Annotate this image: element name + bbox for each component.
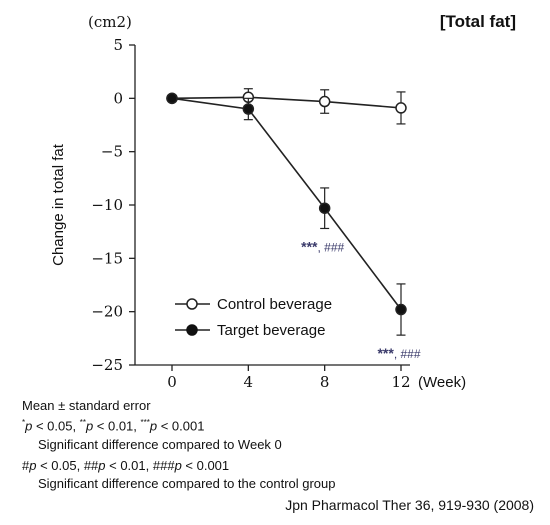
footnote-significance-control: #p < 0.05, ##p < 0.01, ###p < 0.001 (22, 458, 229, 473)
y-axis-label: Change in total fat (50, 143, 67, 266)
footnote-sym-3: *** (140, 418, 150, 427)
annotation-hashes: , ### (317, 240, 344, 254)
legend-target-marker (186, 324, 198, 336)
footnote-control-description: Significant difference compared to the c… (38, 476, 336, 491)
footnote-hash-3: ### (152, 458, 175, 473)
data-point-control (395, 102, 407, 114)
significance-annotation: ***, ### (377, 345, 420, 361)
annotation-stars: *** (301, 238, 318, 254)
series-target-line (171, 97, 402, 311)
y-tick-label: −5 (101, 143, 123, 161)
annotation-stars: *** (377, 345, 394, 361)
data-point-target (395, 303, 407, 316)
series-target (166, 92, 407, 336)
y-tick-label: −15 (91, 249, 123, 267)
y-tick-label: 0 (113, 89, 123, 107)
annotation-hashes: , ### (394, 347, 421, 361)
series-layer (166, 88, 407, 336)
footnote-sym-1: * (22, 418, 26, 427)
legend-control-label: Control beverage (217, 296, 332, 313)
legend-target-label: Target beverage (217, 322, 325, 339)
data-point-target (318, 202, 331, 214)
x-tick-label: 4 (244, 373, 254, 391)
x-tick-label: 0 (167, 373, 177, 391)
footnote-week0-text: Significant difference compared to Week … (38, 437, 282, 452)
y-tick-label: −20 (91, 303, 123, 321)
y-tick-label: −25 (91, 356, 123, 374)
footnote-threshold-1: < 0.05, (32, 418, 80, 434)
y-unit-label: (cm2) (88, 13, 132, 31)
footnote-hash-p-1: p (29, 458, 37, 473)
data-point-target (242, 103, 255, 115)
legend-control-marker (186, 298, 198, 310)
footnote-hash-2: ## (83, 458, 99, 473)
footnote-mean-se: Mean ± standard error (22, 398, 151, 413)
data-point-control (318, 95, 331, 108)
x-tick-label: 12 (391, 373, 410, 391)
series-control-line (171, 96, 402, 109)
x-tick-label: 8 (320, 373, 330, 391)
chart-title: [Total fat] (440, 12, 516, 31)
footnote-p-3: p (149, 418, 158, 434)
footnote-threshold-3: < 0.001 (157, 418, 205, 434)
y-tick-label: −10 (91, 196, 123, 214)
footnote-threshold-2: < 0.01, (93, 418, 141, 434)
footnote-p-1: p (25, 418, 33, 434)
y-tick-label: 5 (113, 36, 123, 54)
footnote-control-text: Significant difference compared to the c… (38, 476, 336, 491)
x-axis-ticks: 0 4 8 12 (167, 365, 411, 391)
footnote-hash-threshold-3: < 0.001 (181, 458, 230, 473)
footnote-significance-week0: *p < 0.05, **p < 0.01, ***p < 0.001 (22, 418, 204, 433)
citation: Jpn Pharmacol Ther 36, 919-930 (2008) (285, 497, 534, 513)
x-unit-label: (Week) (418, 374, 466, 391)
data-point-target (166, 92, 178, 105)
footnote-hash-p-2: p (98, 458, 106, 473)
series-control (166, 88, 407, 125)
footnote-week0-description: Significant difference compared to Week … (38, 437, 282, 452)
annotation-layer: ***, ###***, ### (301, 238, 421, 361)
footnote-sym-2: ** (79, 418, 86, 427)
footnote-mean-se-text: Mean ± standard error (22, 398, 151, 413)
footnote-hash-p-3: p (174, 458, 182, 473)
significance-annotation: ***, ### (301, 238, 344, 254)
footnote-hash-threshold-1: < 0.05, (36, 458, 84, 473)
footnote-hash-threshold-2: < 0.01, (105, 458, 153, 473)
legend: Control beverage Target beverage (175, 296, 332, 339)
y-axis-ticks: 5 0 −5 −10 −15 −20 −25 (91, 36, 135, 374)
footnote-hash-1: # (22, 458, 30, 473)
footnote-p-2: p (85, 418, 94, 434)
